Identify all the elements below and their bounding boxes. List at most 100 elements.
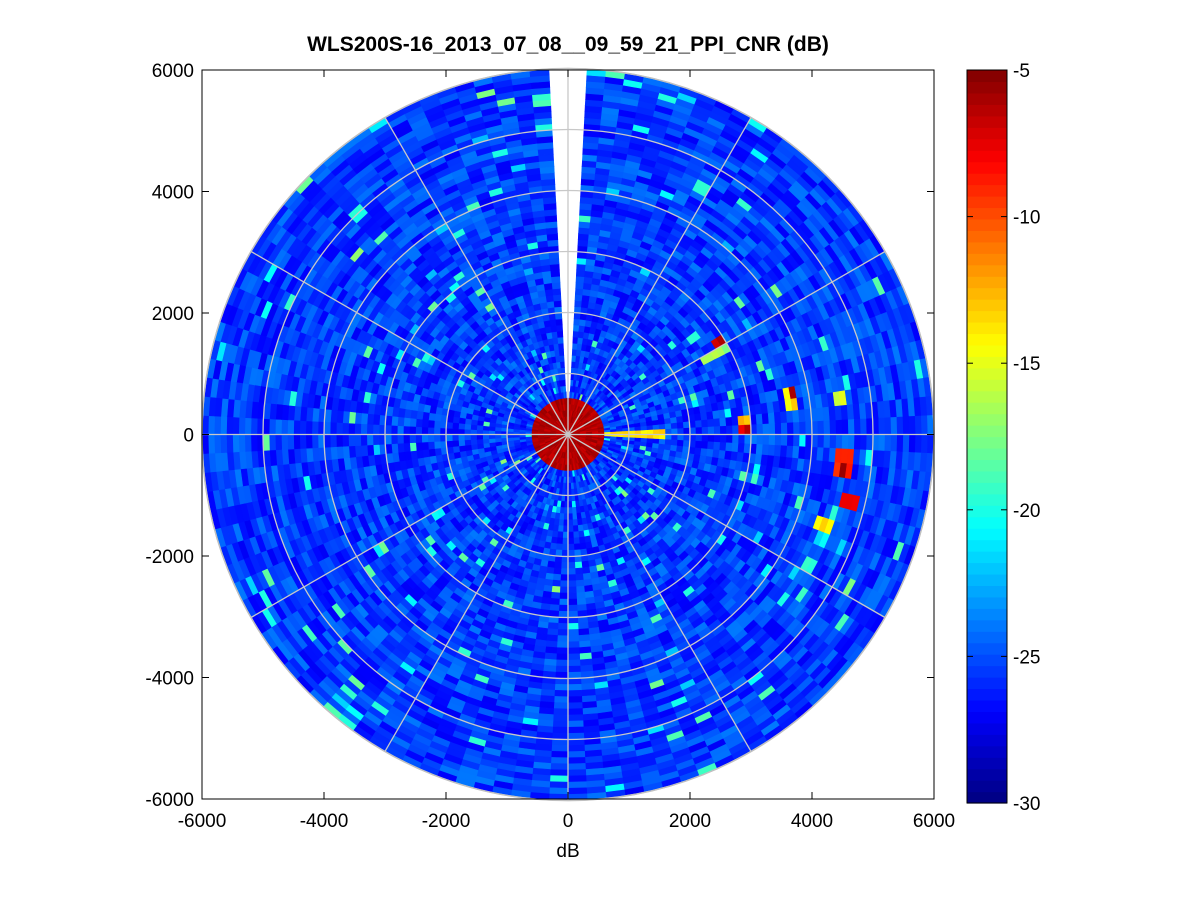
ppi-cell: [841, 434, 849, 450]
ppi-cell: [572, 525, 579, 533]
ppi-cell: [567, 689, 583, 698]
ppi-cell: [549, 775, 569, 783]
ppi-cell: [567, 616, 579, 624]
ppi-cell: [576, 263, 587, 272]
ppi-cell: [562, 519, 569, 527]
ppi-cell: [551, 744, 569, 753]
ppi-cell: [805, 434, 813, 448]
ppi-cell: [786, 422, 795, 435]
ppi-cell: [555, 653, 569, 661]
ppi-cell: [567, 622, 579, 631]
ppi-cell: [577, 628, 590, 636]
ppi-cell: [573, 324, 580, 332]
ppi-cell: [575, 591, 586, 600]
ppi-cell: [908, 434, 917, 454]
ppi-cell: [774, 422, 782, 435]
ppi-cell: [719, 442, 727, 452]
ppi-cell: [914, 434, 923, 454]
chart-title: WLS200S-16_2013_07_08__09_59_21_PPI_CNR …: [307, 33, 829, 56]
ppi-cell: [689, 427, 697, 435]
ppi-cell: [551, 579, 561, 588]
ppi-cell: [554, 677, 569, 685]
ppi-cell: [677, 428, 685, 435]
ppi-cell: [558, 604, 569, 612]
ppi-cell: [567, 763, 586, 771]
ppi-cell: [896, 434, 904, 453]
ppi-cell: [835, 419, 843, 435]
ppi-cell: [567, 696, 583, 704]
ppi-cell: [774, 434, 782, 447]
ppi-cell: [719, 434, 727, 444]
ppi-cell: [567, 555, 576, 563]
ppi-cell: [550, 763, 569, 771]
ppi-cell: [799, 421, 807, 435]
ppi-cell: [646, 425, 654, 431]
ppi-cell: [670, 422, 678, 430]
ppi-cell: [577, 622, 589, 630]
ppi-cell: [567, 586, 577, 594]
ppi-cell: [567, 531, 574, 539]
ppi-cell: [559, 592, 569, 600]
ppi-cell: [567, 750, 586, 759]
ppi-cell: [567, 641, 580, 649]
ppi-cell: [553, 702, 569, 710]
ppi-cell: [578, 634, 591, 642]
ppi-cell: [567, 653, 581, 661]
ppi-cell: [652, 424, 660, 431]
ppi-cell: [560, 568, 569, 576]
ppi-cell: [573, 543, 581, 551]
ppi-cell: [701, 419, 709, 428]
ppi-cell: [552, 708, 569, 716]
ppi-cell: [576, 597, 587, 606]
ppi-cell: [695, 434, 703, 442]
ppi-cell: [646, 429, 654, 435]
ppi-cell: [878, 434, 886, 452]
ppi-cell: [573, 318, 581, 326]
ppi-cell: [572, 531, 580, 539]
ppi-cell: [571, 513, 578, 521]
ppi-cell: [732, 425, 740, 435]
ppi-cell: [567, 562, 576, 570]
ppi-cell: [731, 416, 739, 427]
ppi-cell: [896, 416, 904, 435]
ppi-cell: [571, 500, 577, 508]
ppi-cell: [665, 428, 673, 435]
ppi-cell: [567, 610, 578, 618]
ppi-cell: [664, 439, 672, 446]
ppi-cell: [744, 434, 752, 445]
ppi-cell: [574, 567, 584, 575]
ppi-cell: [576, 604, 587, 612]
ppi-cell: [573, 537, 580, 545]
ppi-cell: [567, 714, 584, 722]
ppi-cell: [555, 665, 569, 673]
ppi-cell: [559, 580, 569, 588]
ppi-cell: [914, 415, 923, 435]
ppi-cell: [557, 525, 564, 533]
ppi-cell: [558, 598, 569, 606]
ppi-cell: [719, 417, 727, 427]
ppi-cell: [652, 434, 660, 440]
ppi-cell: [561, 549, 569, 557]
ppi-cell: [554, 683, 569, 692]
ppi-cell: [567, 598, 578, 606]
ppi-cell: [557, 622, 569, 631]
ppi-cell: [847, 434, 856, 450]
ppi-cell: [574, 561, 583, 569]
ppi-cell: [574, 573, 584, 582]
ppi-cell: [725, 442, 733, 453]
ppi-cell: [768, 423, 776, 435]
ppi-cell: [552, 573, 562, 582]
ppi-cell: [575, 579, 585, 588]
ppi-cell: [567, 537, 575, 545]
ppi-cell: [866, 418, 874, 435]
ppi-cell: [634, 426, 642, 432]
ppi-cell: [574, 287, 584, 296]
ppi-cell: [567, 629, 579, 637]
ppi-cell: [556, 537, 563, 545]
ppi-cell: [860, 418, 868, 435]
ppi-cell: [689, 434, 697, 442]
ppi-cell: [557, 629, 569, 637]
ppi-cell: [676, 422, 685, 430]
ppi-cell: [575, 269, 586, 278]
ppi-cell: [835, 434, 843, 450]
